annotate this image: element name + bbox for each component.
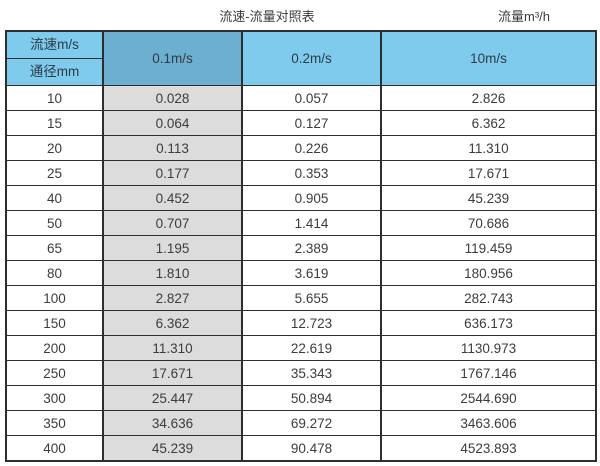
table-row: 150 6.362 12.723 636.173: [5, 310, 597, 336]
diameter-cell: 350: [5, 410, 104, 436]
flow-0-1ms-cell: 0.064: [102, 110, 243, 136]
flow-0-2ms-cell: 2.389: [241, 235, 382, 261]
flow-0-2ms-cell: 3.619: [241, 260, 382, 286]
flow-10ms-cell: 636.173: [380, 310, 597, 336]
flow-rate-table: 流速m/s 通径mm 0.1m/s 0.2m/s 10m/s 10 0.028 0.…: [5, 30, 597, 462]
flow-0-2ms-cell: 0.226: [241, 135, 382, 161]
diameter-cell: 100: [5, 285, 104, 311]
flow-0-1ms-cell: 1.195: [102, 235, 243, 261]
flow-10ms-cell: 2.826: [380, 85, 597, 111]
velocity-header-label: 流速m/s: [8, 32, 101, 59]
flow-0-2ms-cell: 5.655: [241, 285, 382, 311]
flow-unit-label: 流量m³/h: [497, 9, 551, 24]
table-row: 300 25.447 50.894 2544.690: [5, 385, 597, 411]
flow-0-1ms-cell: 45.239: [102, 435, 243, 462]
table-row: 20 0.113 0.226 11.310: [5, 135, 597, 161]
flow-10ms-cell: 1767.146: [380, 360, 597, 386]
flow-0-2ms-cell: 0.127: [241, 110, 382, 136]
column-header-0-2ms: 0.2m/s: [241, 30, 382, 86]
flow-0-1ms-cell: 0.028: [102, 85, 243, 111]
flow-10ms-cell: 11.310: [380, 135, 597, 161]
diameter-cell: 80: [5, 260, 104, 286]
header-row: 流速m/s 通径mm 0.1m/s 0.2m/s 10m/s: [5, 30, 597, 86]
table-row: 200 11.310 22.619 1130.973: [5, 335, 597, 361]
column-header-0-1ms: 0.1m/s: [102, 30, 243, 86]
table-row: 400 45.239 90.478 4523.893: [5, 435, 597, 462]
corner-header-cell: 流速m/s 通径mm: [5, 30, 104, 86]
flow-10ms-cell: 45.239: [380, 185, 597, 211]
flow-0-2ms-cell: 0.905: [241, 185, 382, 211]
flow-0-1ms-cell: 34.636: [102, 410, 243, 436]
flow-10ms-cell: 119.459: [380, 235, 597, 261]
flow-0-2ms-cell: 50.894: [241, 385, 382, 411]
flow-0-2ms-cell: 35.343: [241, 360, 382, 386]
table-row: 100 2.827 5.655 282.743: [5, 285, 597, 311]
flow-10ms-cell: 282.743: [380, 285, 597, 311]
flow-10ms-cell: 70.686: [380, 210, 597, 236]
flow-10ms-cell: 3463.606: [380, 410, 597, 436]
table-row: 10 0.028 0.057 2.826: [5, 85, 597, 111]
flow-0-2ms-cell: 22.619: [241, 335, 382, 361]
diameter-cell: 150: [5, 310, 104, 336]
diameter-cell: 400: [5, 435, 104, 462]
table-row: 40 0.452 0.905 45.239: [5, 185, 597, 211]
table-row: 65 1.195 2.389 119.459: [5, 235, 597, 261]
flow-0-1ms-cell: 0.113: [102, 135, 243, 161]
diameter-cell: 50: [5, 210, 104, 236]
flow-0-1ms-cell: 1.810: [102, 260, 243, 286]
diameter-cell: 200: [5, 335, 104, 361]
column-header-10ms: 10m/s: [380, 30, 597, 86]
flow-0-2ms-cell: 1.414: [241, 210, 382, 236]
flow-0-2ms-cell: 0.057: [241, 85, 382, 111]
diameter-cell: 20: [5, 135, 104, 161]
flow-0-1ms-cell: 0.707: [102, 210, 243, 236]
flow-0-1ms-cell: 25.447: [102, 385, 243, 411]
diameter-cell: 300: [5, 385, 104, 411]
flow-0-1ms-cell: 6.362: [102, 310, 243, 336]
flow-0-2ms-cell: 69.272: [241, 410, 382, 436]
diameter-cell: 15: [5, 110, 104, 136]
table-row: 350 34.636 69.272 3463.606: [5, 410, 597, 436]
diameter-cell: 40: [5, 185, 104, 211]
flow-0-1ms-cell: 17.671: [102, 360, 243, 386]
table-body: 10 0.028 0.057 2.826 15 0.064 0.127 6.362 20 0.11…: [5, 85, 597, 462]
diameter-cell: 25: [5, 160, 104, 186]
table-row: 50 0.707 1.414 70.686: [5, 210, 597, 236]
table-row: 80 1.810 3.619 180.956: [5, 260, 597, 286]
table-row: 25 0.177 0.353 17.671: [5, 160, 597, 186]
diameter-cell: 65: [5, 235, 104, 261]
flow-0-1ms-cell: 0.177: [102, 160, 243, 186]
diameter-header-label: 通径mm: [29, 64, 80, 79]
diameter-cell: 250: [5, 360, 104, 386]
flow-10ms-cell: 2544.690: [380, 385, 597, 411]
flow-0-2ms-cell: 12.723: [241, 310, 382, 336]
flow-0-1ms-cell: 0.452: [102, 185, 243, 211]
flow-0-1ms-cell: 2.827: [102, 285, 243, 311]
caption-bar: 流速-流量对照表 流量m³/h: [0, 0, 600, 28]
page-title: 流速-流量对照表: [219, 9, 315, 24]
table-row: 250 17.671 35.343 1767.146: [5, 360, 597, 386]
flow-10ms-cell: 1130.973: [380, 335, 597, 361]
flow-10ms-cell: 4523.893: [380, 435, 597, 462]
flow-0-2ms-cell: 0.353: [241, 160, 382, 186]
table-row: 15 0.064 0.127 6.362: [5, 110, 597, 136]
flow-10ms-cell: 17.671: [380, 160, 597, 186]
flow-0-1ms-cell: 11.310: [102, 335, 243, 361]
flow-10ms-cell: 6.362: [380, 110, 597, 136]
flow-10ms-cell: 180.956: [380, 260, 597, 286]
diameter-cell: 10: [5, 85, 104, 111]
flow-0-2ms-cell: 90.478: [241, 435, 382, 462]
